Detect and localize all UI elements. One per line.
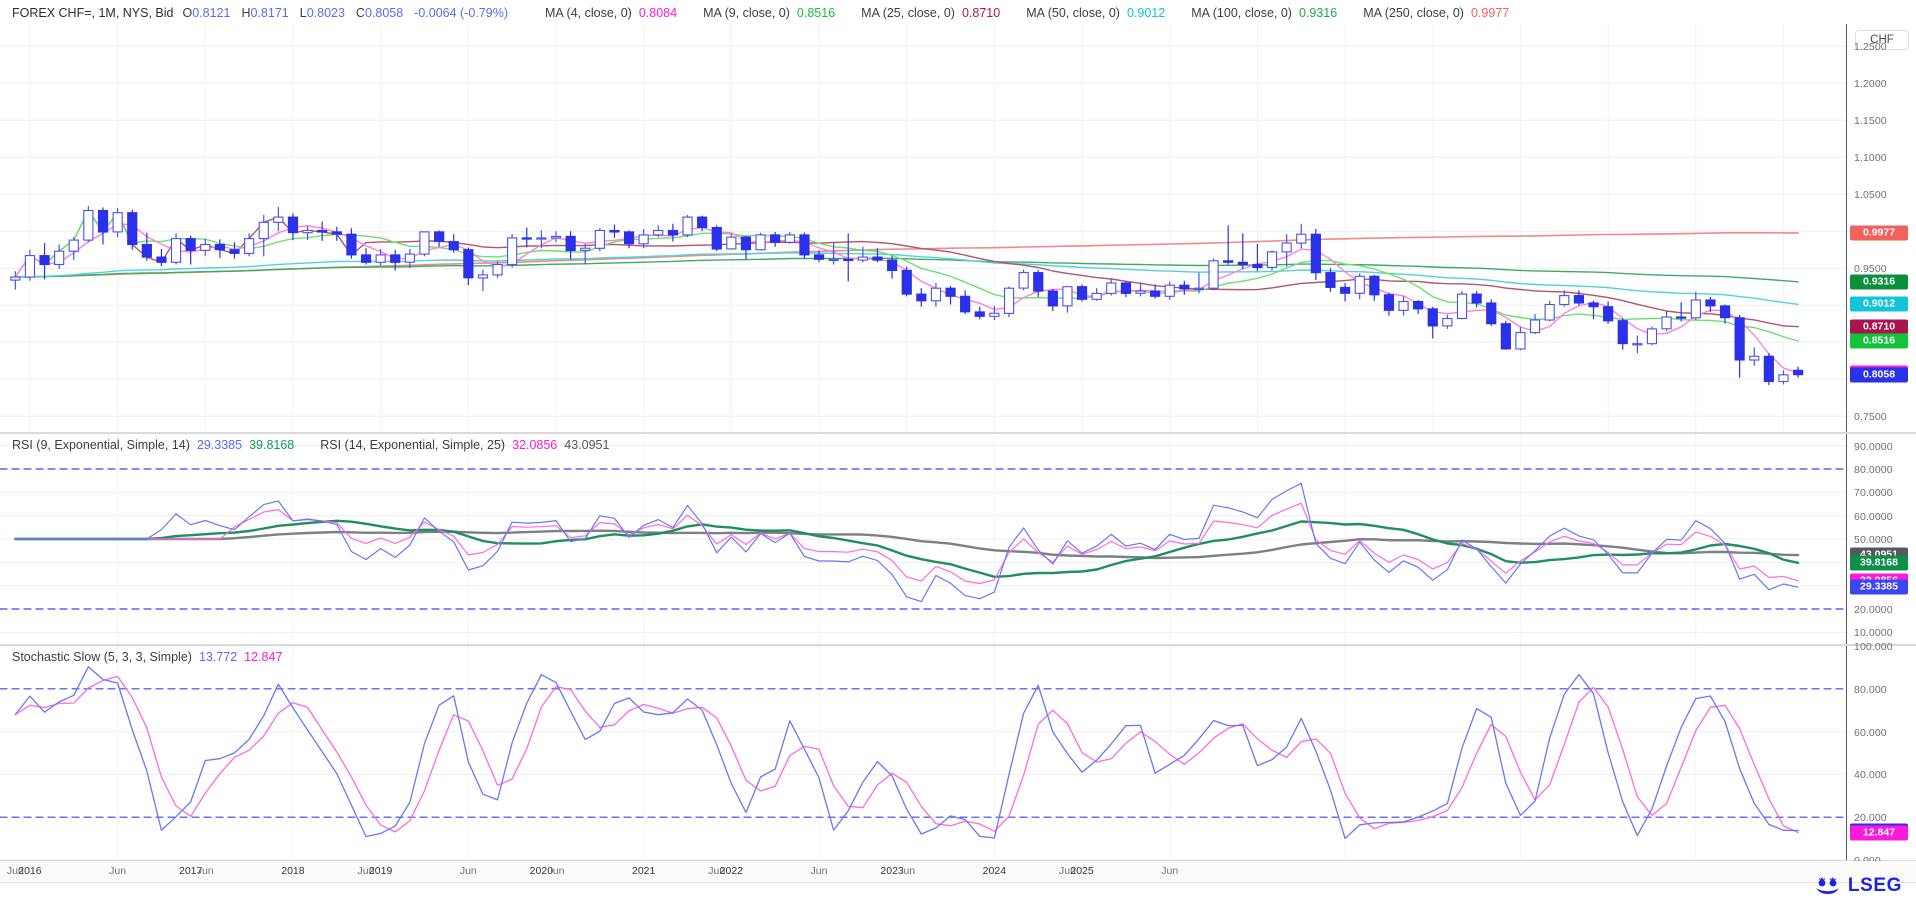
lseg-brand: LSEG [1815, 875, 1902, 897]
time-axis-year-label: 2022 [719, 865, 744, 877]
stochastic-axis[interactable]: 100.00080.00060.00040.00020.0000.00013.7… [1846, 641, 1916, 867]
time-axis[interactable]: Jun 2016 Jun 2017 Jun 2018 Jun 2019 Jun 2020 Jun 20… [0, 861, 1916, 883]
low-value: L0.8023 [299, 6, 345, 20]
price-axis-badge[interactable]: 0.9316 [1850, 274, 1908, 290]
time-axis-year-label: 2021 [631, 865, 656, 877]
ma-label: MA (250, close, 0) [1363, 6, 1464, 20]
time-axis-year-label: 2019 [368, 865, 393, 877]
rsi-panel[interactable]: RSI (9, Exponential, Simple, 14) 29.3385… [0, 433, 1916, 645]
price-axis-badge[interactable]: 0.9012 [1850, 296, 1908, 312]
time-axis-month-label: Jun [547, 865, 565, 877]
rsi-axis-tick: 20.0000 [1854, 604, 1893, 616]
ma-value: 0.9977 [1470, 6, 1510, 20]
time-axis-year-label: 2018 [281, 865, 305, 877]
symbol-label: FOREX CHF=, 1M, NYS, Bid [12, 6, 174, 20]
open-value: O0.8121 [182, 6, 231, 20]
time-axis-year-label: 2020 [529, 865, 554, 877]
price-axis-tick: 1.2500 [1854, 41, 1887, 54]
ma-legend-50[interactable]: MA (50, close, 0) 0.9012 [1026, 6, 1165, 20]
lseg-logo-icon [1815, 876, 1839, 894]
stochastic-plot[interactable] [0, 646, 1846, 860]
stochastic-axis-tick: 20.000 [1854, 812, 1887, 825]
price-legend: FOREX CHF=, 1M, NYS, Bid O0.8121 H0.8171… [12, 6, 1509, 20]
time-axis-month-label: Jun [109, 865, 127, 877]
stochastic-panel[interactable]: Stochastic Slow (5, 3, 3, Simple) 13.772… [0, 641, 1916, 867]
time-axis-year-label: 2024 [982, 865, 1007, 877]
stochastic-axis-tick: 60.000 [1854, 726, 1887, 739]
change-value: -0.0064 (-0.79%) [414, 6, 508, 20]
price-axis-badge[interactable]: 0.9977 [1850, 225, 1908, 241]
stochastic-axis-tick: 80.000 [1854, 683, 1887, 696]
ma-value: 0.8710 [961, 6, 1001, 20]
ma-legend-100[interactable]: MA (100, close, 0) 0.9316 [1191, 6, 1337, 20]
chart-header: FOREX CHF=, 1M, NYS, Bid O0.8121 H0.8171… [0, 0, 1916, 24]
ma-label: MA (9, close, 0) [703, 6, 790, 20]
price-panel[interactable]: CHF 1.2500 1.2000 1.1500 1.1000 1.0500 0.9500… [0, 24, 1916, 433]
rsi-axis-badge[interactable]: 29.3385 [1850, 579, 1908, 595]
price-axis[interactable]: CHF 1.2500 1.2000 1.1500 1.1000 1.0500 0.9500… [1846, 24, 1916, 432]
time-axis-month-label: Jun [357, 865, 375, 877]
rsi-axis-tick: 70.0000 [1854, 487, 1893, 500]
ma-label: MA (50, close, 0) [1026, 6, 1120, 20]
ma-label: MA (100, close, 0) [1191, 6, 1292, 20]
stochastic-axis-tick: 100.000 [1854, 641, 1893, 653]
price-plot[interactable] [0, 24, 1846, 432]
lseg-wordmark: LSEG [1847, 875, 1902, 896]
price-axis-tick: 1.1500 [1854, 115, 1887, 128]
time-axis-month-label: Jun [810, 865, 828, 877]
rsi-axis-tick: 10.0000 [1854, 627, 1893, 640]
currency-pill[interactable]: CHF [1855, 30, 1909, 50]
high-value: H0.8171 [241, 6, 289, 20]
ma-legend-25[interactable]: MA (25, close, 0) 0.8710 [861, 6, 1000, 20]
time-axis-month-label: Jun [6, 865, 24, 877]
rsi-plot[interactable] [0, 434, 1846, 644]
stochastic-axis-tick: 40.000 [1854, 769, 1887, 782]
price-axis-tick: 0.7500 [1854, 411, 1887, 424]
rsi-axis-tick: 90.0000 [1854, 440, 1893, 453]
rsi-axis-tick: 80.0000 [1854, 464, 1893, 476]
price-axis-tick: 1.2000 [1854, 78, 1887, 91]
ma-legend-250[interactable]: MA (250, close, 0) 0.9977 [1363, 6, 1509, 20]
ma-value: 0.9316 [1298, 6, 1338, 20]
price-axis-badge[interactable]: 0.8710 [1850, 319, 1908, 335]
rsi-axis-tick: 60.0000 [1854, 510, 1893, 523]
time-axis-month-label: Jun [1161, 865, 1179, 877]
stochastic-axis-badge[interactable]: 12.847 [1850, 825, 1908, 840]
time-axis-year-label: 2017 [178, 865, 203, 877]
rsi-axis-tick: 50.0000 [1854, 534, 1893, 546]
close-value: C0.8058 [355, 6, 404, 20]
ma-value: 0.8084 [638, 6, 678, 20]
ma-value: 0.8516 [796, 6, 836, 20]
time-axis-month-label: Jun [196, 865, 214, 877]
ma-legend-9[interactable]: MA (9, close, 0) 0.8516 [703, 6, 835, 20]
price-axis-tick: 0.9500 [1854, 263, 1887, 276]
price-axis-tick: 1.1000 [1854, 152, 1887, 165]
rsi-axis-badge[interactable]: 39.8168 [1850, 555, 1908, 571]
time-axis-month-label: Jun [898, 865, 916, 877]
time-axis-month-label: Jun [708, 865, 726, 877]
time-axis-year-label: 2023 [880, 865, 904, 877]
time-axis-month-label: Jun [459, 865, 477, 877]
ma-legend-4[interactable]: MA (4, close, 0) 0.8084 [545, 6, 677, 20]
price-axis-tick: 1.0500 [1854, 189, 1887, 202]
price-axis-badge[interactable]: 0.8058 [1850, 367, 1908, 383]
time-axis-year-label: 2025 [1070, 865, 1094, 877]
time-axis-month-label: Jun [1058, 865, 1076, 877]
symbol-group[interactable]: FOREX CHF=, 1M, NYS, Bid O0.8121 H0.8171… [12, 6, 519, 20]
rsi-axis[interactable]: 90.0000 80.0000 70.0000 60.0000 50.0000 20.00… [1846, 434, 1916, 644]
time-axis-year-label: 2016 [18, 865, 42, 877]
ma-label: MA (4, close, 0) [545, 6, 632, 20]
ma-label: MA (25, close, 0) [861, 6, 955, 20]
price-axis-badge[interactable]: 0.8516 [1850, 333, 1908, 349]
ma-value: 0.9012 [1126, 6, 1166, 20]
